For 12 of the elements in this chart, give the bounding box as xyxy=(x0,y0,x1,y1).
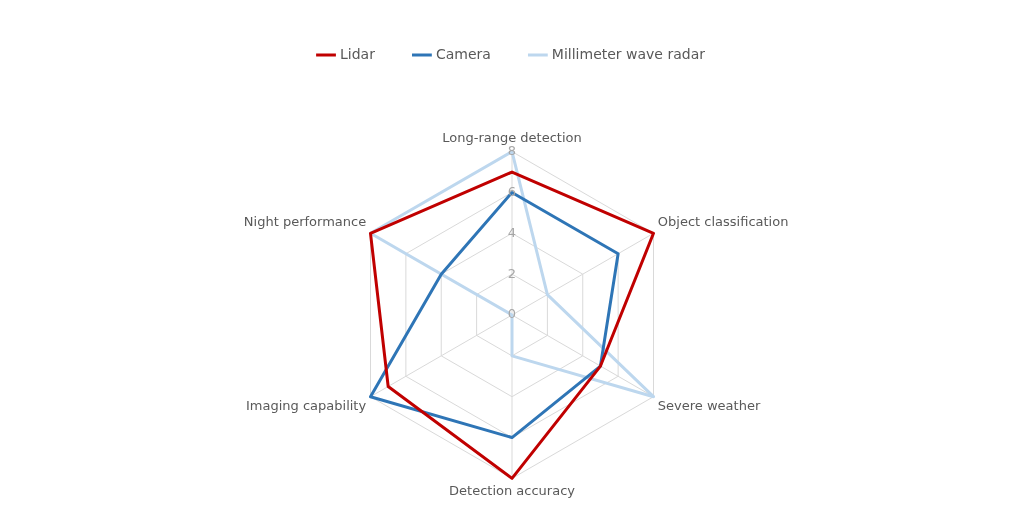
legend-label: Lidar xyxy=(340,45,376,62)
spoke-label: Night performance xyxy=(243,214,367,230)
spoke-label: Imaging capability xyxy=(245,398,367,414)
legend-label: Camera xyxy=(435,45,491,62)
spoke-label: Object classification xyxy=(657,214,789,230)
y-tick-label: 2 xyxy=(507,265,517,281)
y-tick-label: 4 xyxy=(507,224,517,240)
spoke-label: Severe weather xyxy=(657,398,761,414)
spoke-label: Detection accuracy xyxy=(449,482,576,498)
y-tick-label: 0 xyxy=(507,306,517,322)
legend-label: Millimeter wave radar xyxy=(551,45,706,62)
spoke-label: Long-range detection xyxy=(442,130,582,146)
